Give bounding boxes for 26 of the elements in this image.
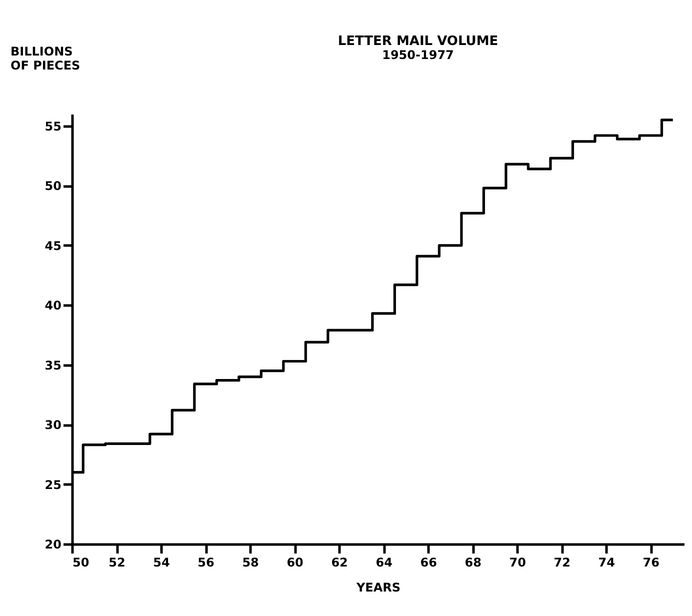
x-tick-label: 62 (331, 556, 348, 570)
x-axis-title: YEARS (355, 580, 401, 594)
x-tick-label: 74 (598, 556, 615, 570)
x-tick-label: 54 (153, 556, 170, 570)
x-tick-label: 68 (464, 556, 482, 570)
x-tick-label: 56 (198, 556, 214, 570)
x-tick-label: 66 (420, 556, 437, 570)
y-tick-label: 20 (44, 538, 62, 552)
chart-title: LETTER MAIL VOLUME (338, 34, 498, 49)
y-tick-label: 50 (44, 179, 62, 194)
y-tick-label: 45 (44, 238, 62, 253)
x-tick-label: 70 (509, 556, 526, 570)
x-tick-label: 52 (108, 556, 126, 570)
x-tick-label: 76 (642, 556, 660, 570)
x-tick-label: 72 (554, 556, 570, 570)
chart-subtitle: 1950-1977 (382, 48, 454, 62)
y-tick-label: 25 (44, 478, 62, 492)
x-tick-label: 58 (242, 556, 259, 570)
y-tick-label: 35 (44, 358, 62, 372)
y-tick-label: 40 (44, 298, 62, 313)
x-tick-label: 64 (376, 556, 392, 570)
y-tick-label: 55 (44, 119, 62, 134)
x-tick-label: 50 (72, 556, 90, 570)
y-tick-label: 30 (44, 418, 62, 432)
x-tick-label: 60 (286, 556, 304, 570)
y-axis-title: BILLIONS OF PIECES (10, 44, 80, 72)
